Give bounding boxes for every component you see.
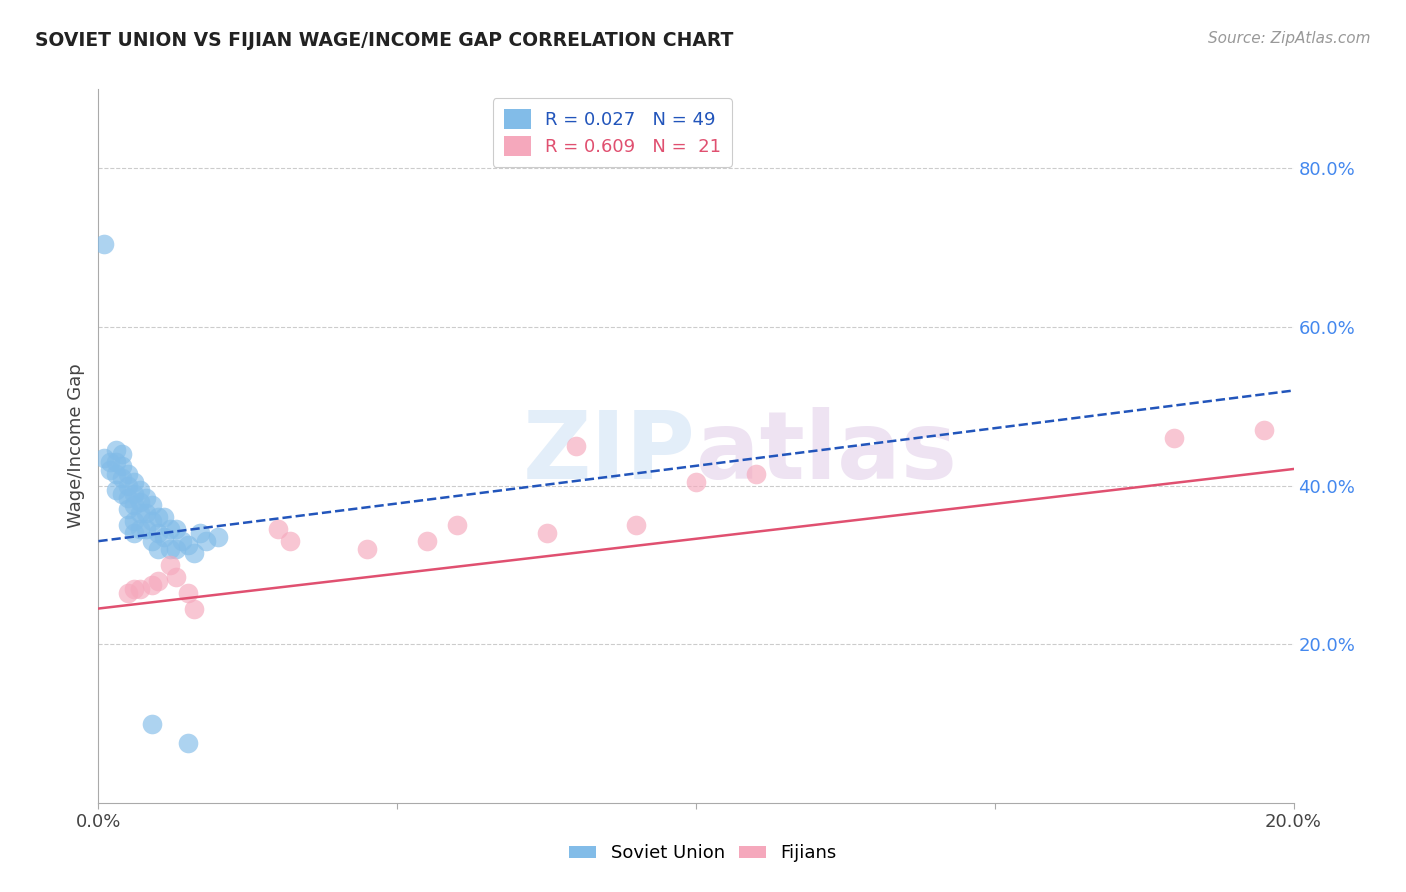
Point xyxy=(93,236,115,251)
Point xyxy=(105,442,128,457)
Point xyxy=(129,494,152,508)
Point xyxy=(111,447,134,461)
Point xyxy=(141,534,163,549)
Point xyxy=(98,463,122,477)
Point xyxy=(159,558,181,572)
Point xyxy=(165,522,187,536)
Text: Source: ZipAtlas.com: Source: ZipAtlas.com xyxy=(1208,31,1371,46)
Point xyxy=(177,538,200,552)
Point xyxy=(159,522,181,536)
Point xyxy=(183,546,205,560)
Point xyxy=(172,534,194,549)
Point xyxy=(135,522,157,536)
Point xyxy=(356,542,378,557)
Point xyxy=(117,585,139,599)
Point xyxy=(98,455,122,469)
Point xyxy=(148,526,170,541)
Point xyxy=(117,478,139,492)
Text: ZIP: ZIP xyxy=(523,407,696,500)
Point xyxy=(124,486,146,500)
Point xyxy=(278,534,301,549)
Point xyxy=(141,514,163,528)
Point xyxy=(141,716,163,731)
Point xyxy=(93,450,115,465)
Point xyxy=(626,518,648,533)
Point xyxy=(124,582,146,596)
Text: atlas: atlas xyxy=(696,407,957,500)
Point xyxy=(124,475,146,489)
Point xyxy=(105,483,128,497)
Point xyxy=(165,570,187,584)
Text: SOVIET UNION VS FIJIAN WAGE/INCOME GAP CORRELATION CHART: SOVIET UNION VS FIJIAN WAGE/INCOME GAP C… xyxy=(35,31,734,50)
Point xyxy=(129,582,152,596)
Point xyxy=(111,486,134,500)
Point xyxy=(105,467,128,481)
Point xyxy=(148,542,170,557)
Point xyxy=(129,522,152,536)
Point xyxy=(267,522,290,536)
Legend: Soviet Union, Fijians: Soviet Union, Fijians xyxy=(562,838,844,870)
Point xyxy=(117,491,139,505)
Point xyxy=(141,578,163,592)
Point xyxy=(565,439,588,453)
Point xyxy=(117,502,139,516)
Point xyxy=(536,526,558,541)
Point xyxy=(124,499,146,513)
Point xyxy=(416,534,439,549)
Point xyxy=(153,510,176,524)
Point xyxy=(177,736,200,750)
Point xyxy=(195,534,218,549)
Point xyxy=(159,542,181,557)
Point xyxy=(153,530,176,544)
Point xyxy=(129,507,152,521)
Point xyxy=(111,458,134,473)
Y-axis label: Wage/Income Gap: Wage/Income Gap xyxy=(66,364,84,528)
Point xyxy=(124,514,146,528)
Point xyxy=(135,491,157,505)
Point xyxy=(685,475,707,489)
Point xyxy=(117,467,139,481)
Point xyxy=(165,542,187,557)
Point xyxy=(124,526,146,541)
Point xyxy=(446,518,468,533)
Point xyxy=(207,530,229,544)
Point xyxy=(183,601,205,615)
Point xyxy=(117,518,139,533)
Point xyxy=(105,455,128,469)
Point xyxy=(129,483,152,497)
Point xyxy=(188,526,211,541)
Point xyxy=(148,510,170,524)
Point xyxy=(1163,431,1185,445)
Point xyxy=(745,467,768,481)
Point xyxy=(135,507,157,521)
Point xyxy=(141,499,163,513)
Point xyxy=(1253,423,1275,437)
Legend: R = 0.027   N = 49, R = 0.609   N =  21: R = 0.027 N = 49, R = 0.609 N = 21 xyxy=(492,98,733,167)
Point xyxy=(177,585,200,599)
Point xyxy=(148,574,170,588)
Point xyxy=(111,471,134,485)
